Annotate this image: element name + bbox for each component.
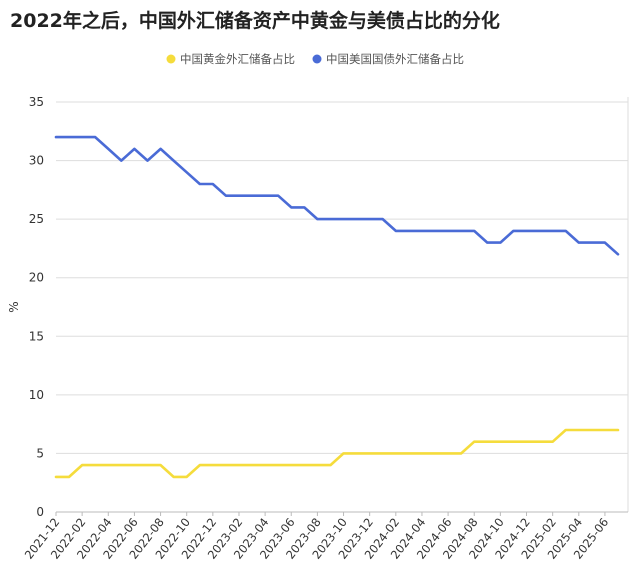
legend-label-2: 中国美国国债外汇储备占比 bbox=[326, 52, 464, 66]
y-axis-label: % bbox=[7, 301, 21, 312]
legend: 中国黄金外汇储备占比 中国美国国债外汇储备占比 bbox=[166, 52, 464, 66]
y-tick-label: 15 bbox=[29, 329, 44, 343]
y-tick-label: 5 bbox=[36, 446, 44, 460]
grid bbox=[56, 97, 629, 513]
series-lines bbox=[54, 135, 620, 479]
chart-title: 2022年之后，中国外汇储备资产中黄金与美债占比的分化 bbox=[10, 10, 500, 32]
y-tick-label: 35 bbox=[29, 95, 44, 109]
y-tick-label: 25 bbox=[29, 212, 44, 226]
series-line-2 bbox=[54, 135, 620, 256]
series-line-1 bbox=[54, 428, 620, 479]
x-axis: 2021-122022-022022-042022-062022-082022-… bbox=[22, 511, 628, 562]
y-tick-label: 20 bbox=[29, 271, 44, 285]
y-tick-label: 0 bbox=[36, 505, 44, 519]
legend-label-1: 中国黄金外汇储备占比 bbox=[180, 52, 295, 66]
legend-marker-1 bbox=[166, 54, 176, 64]
legend-marker-2 bbox=[312, 54, 322, 64]
y-tick-label: 10 bbox=[29, 388, 44, 402]
y-axis: 0 5 10 15 20 25 30 35% bbox=[7, 95, 44, 519]
y-tick-label: 30 bbox=[29, 154, 44, 168]
